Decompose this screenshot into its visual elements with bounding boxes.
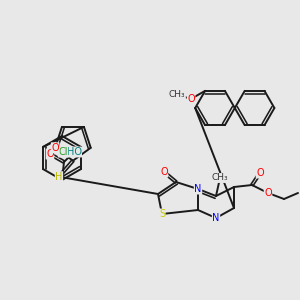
Text: O: O: [187, 94, 195, 104]
Text: CH₃: CH₃: [212, 173, 228, 182]
Text: O: O: [51, 143, 59, 153]
Text: O: O: [46, 149, 54, 159]
Text: N: N: [194, 184, 202, 194]
Text: N: N: [212, 213, 220, 223]
Text: O: O: [264, 188, 272, 198]
Text: H: H: [55, 172, 63, 182]
Text: S: S: [159, 209, 165, 219]
Text: O: O: [256, 168, 264, 178]
Text: Cl: Cl: [58, 147, 68, 157]
Text: HO: HO: [67, 147, 82, 157]
Text: O: O: [160, 167, 168, 177]
Text: CH₃: CH₃: [169, 90, 185, 99]
